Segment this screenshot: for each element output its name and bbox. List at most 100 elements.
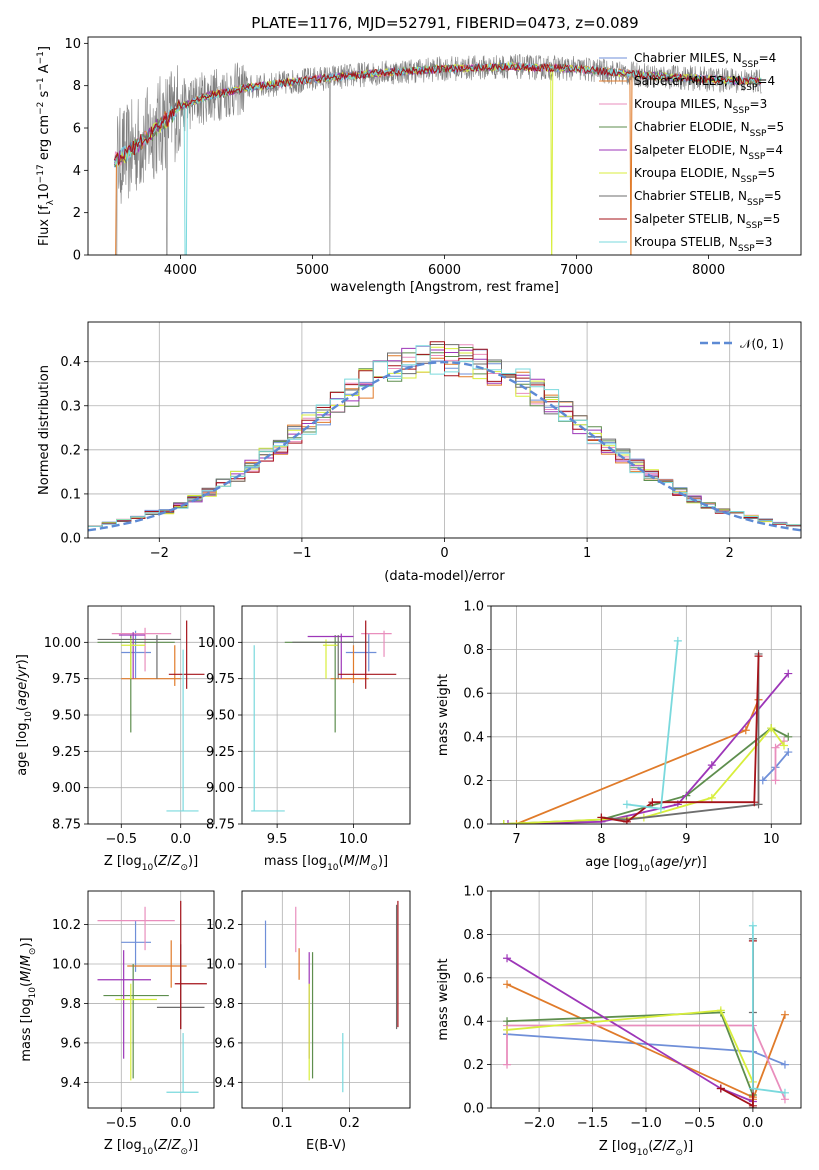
x-axis-label: Z [log10(Z/Z⊙)]: [599, 1139, 693, 1158]
label-part: M: [359, 854, 370, 869]
legend-label-7: Chabrier STELIB, NSSP=5: [634, 189, 782, 208]
chart-panel-7: 0.1 0.2 9.4 9.6 9.8 10.0 10.2 E(B-V): [206, 890, 411, 1153]
axes-frame: [241, 890, 411, 1109]
x-tick-label: 10.0: [339, 832, 368, 847]
chart-panel-2: −2 −1 0 1 2 0.0 0.1 0.2 0.3 0.4 (data-model)/error…: [37, 321, 802, 584]
x-tick-label: 4000: [164, 263, 197, 278]
label-part: 10: [638, 864, 650, 874]
label-part: 10: [37, 183, 52, 200]
mass-weight-marker: [784, 748, 793, 757]
label-part: Salpeter MILES, N: [634, 74, 741, 88]
label-part: /: [167, 854, 172, 869]
x-tick-label: −2: [150, 546, 169, 561]
label-part: Chabrier MILES, N: [634, 51, 742, 65]
label-part: )]: [683, 1139, 693, 1154]
label-part: (: [19, 982, 34, 987]
label-part: −17: [36, 164, 46, 183]
mass-weight-marker: [503, 1025, 512, 1034]
label-part: SSP: [747, 198, 764, 208]
y-tick-label: 0.0: [60, 532, 81, 547]
legend-label-3: Kroupa MILES, NSSP=3: [634, 97, 767, 116]
y-tick-label: 0.1: [60, 487, 81, 502]
label-part: /: [167, 1138, 172, 1153]
legend-label-1: Chabrier MILES, NSSP=4: [634, 51, 776, 70]
label-part: Z: [652, 1139, 663, 1154]
label-part: /: [19, 966, 34, 971]
x-tick-label: −0.5: [684, 1116, 716, 1131]
mass-weight-line-4: [503, 727, 789, 824]
x-tick-label: 9.5: [267, 832, 288, 847]
chart-panel-8: −2.0 −1.5 −1.0 −0.5 0.0 0.0 0.2 0.4 0.6 0.8 1.0 Z […: [436, 885, 802, 1158]
label-part: erg cm: [37, 115, 52, 164]
label-part: =4: [757, 74, 775, 88]
x-axis-label: Z [log10(Z/Z⊙)]: [104, 1138, 198, 1157]
label-part: SSP: [738, 244, 755, 254]
label-part: /: [15, 677, 30, 682]
y-tick-label: 0.8: [463, 928, 484, 943]
y-axis-label: mass [log10(M/M⊙)]: [19, 937, 38, 1061]
x-tick-label: 8: [597, 832, 605, 847]
legend-label-4: Chabrier ELODIE, NSSP=5: [634, 120, 784, 139]
y-axis-label: Normed distribution: [37, 365, 52, 495]
mass-weight-marker: [648, 798, 657, 807]
legend-label-6: Kroupa ELODIE, NSSP=5: [634, 166, 775, 185]
label-part: s: [37, 90, 52, 101]
label-part: age: [655, 855, 679, 870]
y-tick-label: 9.00: [206, 781, 235, 796]
mass-weight-marker: [754, 652, 763, 661]
mass-weight-marker: [512, 820, 521, 824]
y-tick-label: 0.6: [463, 971, 484, 986]
y-tick-label: 0.2: [463, 1058, 484, 1073]
label-part: mass weight: [436, 674, 451, 756]
mass-weight-line-3: [506, 1024, 786, 1100]
label-part: )]: [19, 937, 34, 947]
label-part: mass [log: [19, 998, 34, 1061]
label-part: =3: [755, 235, 773, 249]
plot-area: [491, 606, 801, 824]
mass-weight-marker: [767, 724, 776, 733]
y-axis-label: mass weight: [436, 958, 451, 1040]
label-part: wavelength [Angstrom, rest frame]: [330, 280, 559, 295]
y-axis-label: age [log10(age/yr)]: [15, 654, 34, 776]
legend-label-9: Kroupa STELIB, NSSP=3: [634, 235, 772, 254]
mass-weight-line-5: [506, 957, 754, 1108]
axes-frame: [241, 605, 411, 825]
x-tick-label: 2: [726, 546, 734, 561]
label-part: Normed distribution: [37, 365, 52, 495]
label-part: Salpeter ELODIE, N: [634, 143, 748, 157]
x-tick-label: 6000: [428, 263, 461, 278]
y-tick-label: 10.0: [52, 957, 81, 972]
x-tick-label: 1: [583, 546, 591, 561]
label-part: yr: [683, 855, 699, 870]
label-part: SSP: [750, 129, 767, 139]
mass-weight-marker: [780, 1060, 789, 1069]
label-part: 10: [327, 863, 339, 873]
label-part: (: [153, 1138, 158, 1153]
mass-weight-marker: [716, 1084, 725, 1093]
label-part: =5: [757, 166, 775, 180]
label-part: λ: [46, 199, 56, 205]
label-part: =5: [764, 189, 782, 203]
label-part: mass weight: [436, 958, 451, 1040]
y-tick-label: 6: [73, 122, 81, 137]
legend-label-2: Salpeter MILES, NSSP=4: [634, 74, 775, 93]
label-part: =5: [763, 212, 781, 226]
y-tick-label: 10.2: [206, 918, 235, 933]
label-part: =4: [759, 51, 777, 65]
y-tick-label: 0.8: [463, 643, 484, 658]
y-tick-label: 9.8: [214, 997, 235, 1012]
mass-weight-marker: [707, 793, 716, 802]
chart-panel-1: 4000 5000 6000 7000 8000 0 2 4 6 8 10 wavelength [A…: [36, 36, 802, 295]
axes-frame: [87, 605, 215, 825]
plot-area: [242, 606, 410, 824]
normal-curve: [88, 360, 801, 532]
y-tick-label: 0.2: [463, 774, 484, 789]
y-tick-label: 0.2: [60, 443, 81, 458]
mass-weight-marker: [503, 1017, 512, 1026]
y-tick-label: 9.25: [52, 745, 81, 760]
y-tick-label: 0.6: [463, 687, 484, 702]
mass-weight-marker: [656, 804, 665, 813]
y-tick-label: 0.4: [463, 730, 484, 745]
label-part: =5: [766, 120, 784, 134]
x-tick-label: −0.5: [105, 1116, 137, 1131]
